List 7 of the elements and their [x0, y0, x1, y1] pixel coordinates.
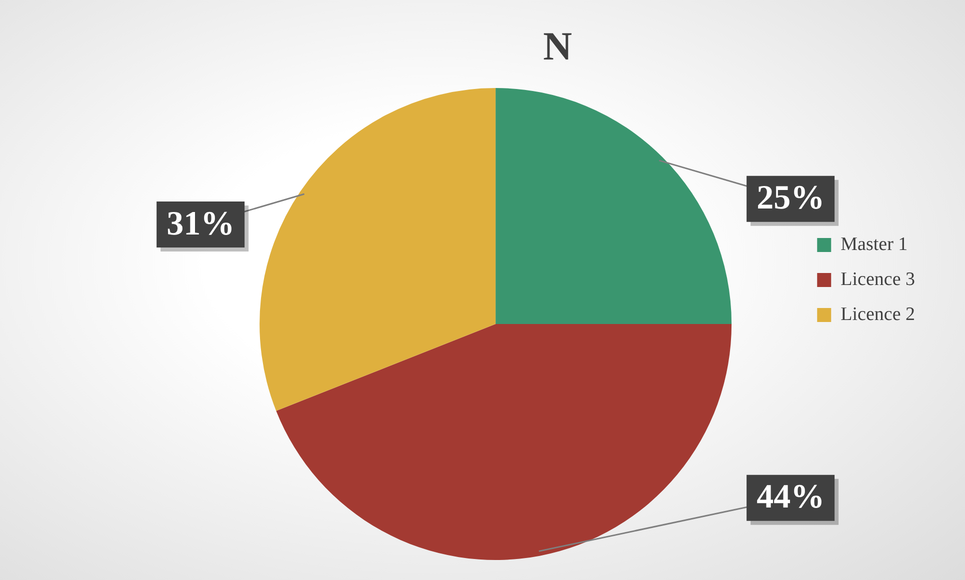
- data-label: 31%: [166, 205, 235, 242]
- legend-label: Licence 3: [840, 268, 916, 290]
- chart-title: N: [543, 23, 572, 68]
- data-label: 44%: [756, 478, 825, 516]
- legend-label: Master 1: [840, 234, 908, 255]
- legend-label: Licence 2: [840, 304, 916, 325]
- data-label: 25%: [756, 180, 825, 217]
